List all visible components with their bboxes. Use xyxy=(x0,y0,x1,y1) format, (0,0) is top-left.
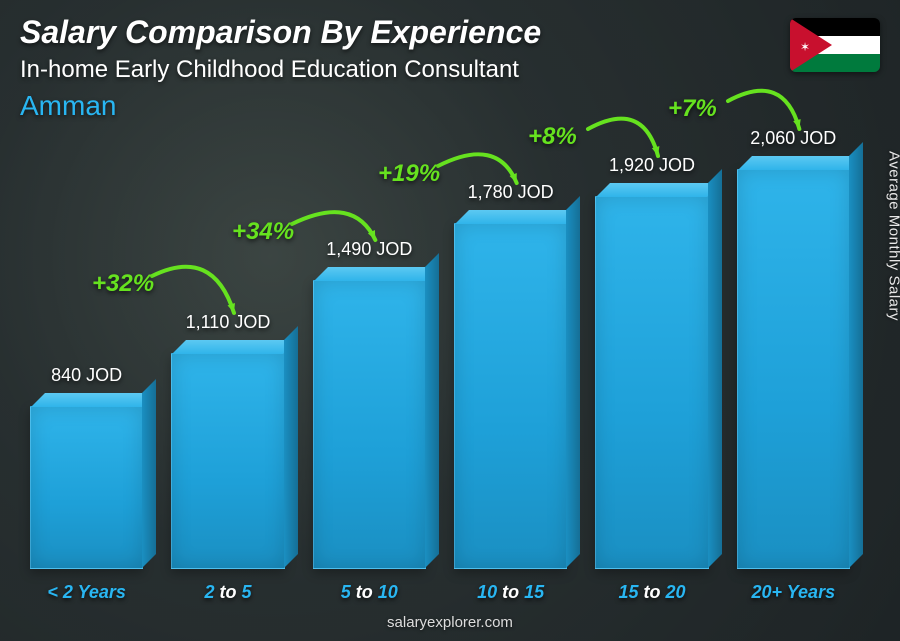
bar-category-label: 5 to 10 xyxy=(289,582,449,603)
bar-value-label: 1,490 JOD xyxy=(299,239,439,260)
bar: 840 JOD xyxy=(30,406,143,569)
chart-stage: Salary Comparison By Experience In-home … xyxy=(0,0,900,641)
bar: 1,780 JOD xyxy=(454,223,567,569)
bar-category-label: 15 to 20 xyxy=(572,582,732,603)
bar-category-label: 2 to 5 xyxy=(148,582,308,603)
bar-wrap: 2,060 JOD20+ Years xyxy=(737,169,850,569)
delta-label: +19% xyxy=(378,160,440,188)
bar-value-label: 2,060 JOD xyxy=(723,128,863,149)
bar-category-label: 20+ Years xyxy=(713,582,873,603)
delta-label: +8% xyxy=(528,123,577,151)
bar-value-label: 840 JOD xyxy=(17,365,157,386)
bar-wrap: 1,920 JOD15 to 20 xyxy=(595,196,708,569)
delta-label: +7% xyxy=(668,95,717,123)
bar-value-label: 1,920 JOD xyxy=(582,155,722,176)
flag-triangle xyxy=(790,18,832,72)
bar-value-label: 1,780 JOD xyxy=(441,182,581,203)
bar: 1,920 JOD xyxy=(595,196,708,569)
footer-credit: salaryexplorer.com xyxy=(0,614,900,631)
bar-category-label: 10 to 15 xyxy=(431,582,591,603)
bar: 1,490 JOD xyxy=(313,280,426,569)
bar-category-label: < 2 Years xyxy=(7,582,167,603)
jordan-flag-icon: ✶ xyxy=(790,18,880,72)
bar: 1,110 JOD xyxy=(171,353,284,569)
delta-label: +32% xyxy=(92,270,154,298)
bar-wrap: 1,780 JOD10 to 15 xyxy=(454,223,567,569)
location-label: Amman xyxy=(20,90,116,122)
bar-value-label: 1,110 JOD xyxy=(158,312,298,333)
page-title: Salary Comparison By Experience xyxy=(20,14,541,51)
bar: 2,060 JOD xyxy=(737,169,850,569)
page-subtitle: In-home Early Childhood Education Consul… xyxy=(20,56,519,84)
delta-label: +34% xyxy=(232,218,294,246)
y-axis-label: Average Monthly Salary xyxy=(886,151,900,321)
bar-wrap: 840 JOD< 2 Years xyxy=(30,406,143,569)
bar-wrap: 1,110 JOD2 to 5 xyxy=(171,353,284,569)
bar-chart: 840 JOD< 2 Years1,110 JOD2 to 5 1,490 JOD… xyxy=(30,139,850,569)
bar-wrap: 1,490 JOD5 to 10 xyxy=(313,280,426,569)
flag-star-icon: ✶ xyxy=(800,40,810,54)
